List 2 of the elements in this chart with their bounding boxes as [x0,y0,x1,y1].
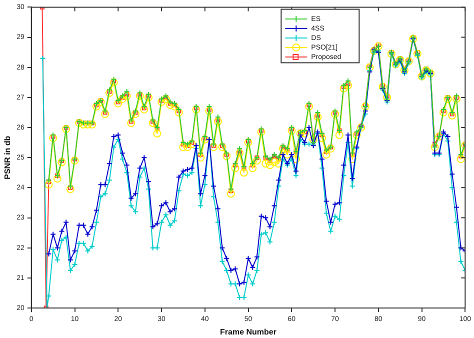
y-axis-title: PSNR in db [3,136,12,180]
x-axis-title: Frame Number [220,327,277,336]
